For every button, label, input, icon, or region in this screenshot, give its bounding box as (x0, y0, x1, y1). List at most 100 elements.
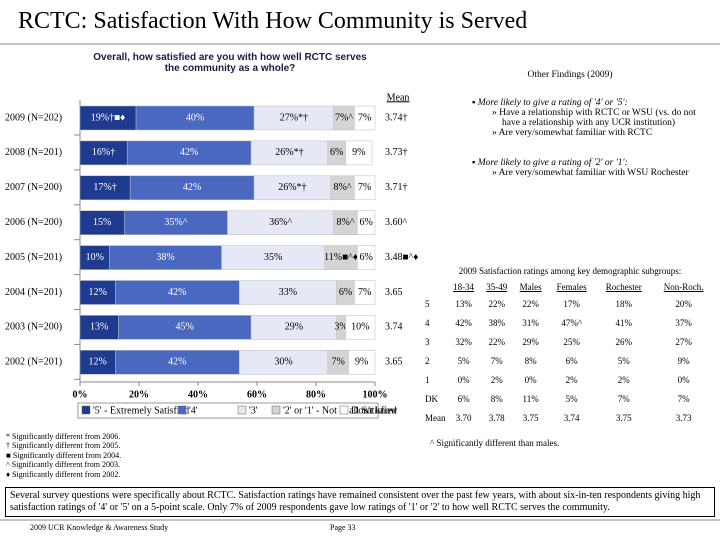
summary: Several survey questions were specifical… (5, 487, 715, 517)
bar-segment (79, 210, 125, 235)
table-cell: 0% (457, 374, 470, 385)
table-cell: 7% (490, 355, 503, 366)
chart-title: Overall, how satisfied are you with how … (93, 52, 367, 74)
value-label: 27%*† (280, 112, 308, 123)
finding: ▪ More likely to give a rating of '2' or… (472, 158, 628, 168)
row-label: 5 (425, 298, 430, 309)
table-cell: 32% (455, 336, 472, 347)
row-label: 2 (425, 355, 430, 366)
table-cell: 31% (522, 317, 539, 328)
table: 18-34 35-49 Males Females Rochester Non-Roch.… (425, 280, 715, 427)
category-label: 2003 (N=200) (5, 322, 62, 333)
bar-segment (357, 245, 376, 270)
table-cell: 13% (455, 298, 472, 309)
findings: Other Findings (2009) ▪ More likely to g… (430, 70, 710, 178)
value-label: 15% (93, 217, 111, 228)
value-label: 42% (180, 147, 198, 158)
bar-segment (126, 140, 252, 166)
column-header: Rochester (605, 282, 642, 292)
value-label: 7% (358, 112, 371, 123)
table-row: 1 0% 2% 0% 2% 2% 0% (425, 370, 715, 389)
mean-label: 3.60^ (385, 217, 408, 228)
mean-label: 3.65 (385, 287, 403, 298)
value-label: 42% (183, 182, 201, 193)
table-header: 18-34 35-49 Males Females Rochester Non-Roch. (425, 280, 715, 294)
mean-label: 3.74 (385, 322, 403, 333)
table-cell: 3.75 (522, 412, 539, 423)
value-label: 9% (352, 147, 365, 158)
table-cell: 22% (488, 298, 505, 309)
legend-swatch (237, 405, 247, 415)
column-header: Females (556, 282, 587, 292)
bar-segment (118, 315, 252, 340)
value-label: 10% (86, 252, 104, 263)
table-cell: 8% (524, 355, 537, 366)
corner (425, 280, 447, 294)
value-label: 17%† (93, 182, 116, 193)
finding-detail: » Are very/somewhat familiar with RCTC (492, 128, 653, 138)
table-cell: 2% (617, 374, 630, 385)
value-label: 35% (264, 252, 282, 263)
table-cell: 2% (565, 374, 578, 385)
x-tick-label: 80% (306, 389, 326, 400)
bar-segment (79, 280, 116, 305)
bar-segment (354, 280, 376, 305)
row-label: DK (425, 393, 438, 404)
footer-left: 2009 UCR Knowledge & Awareness Study (30, 523, 169, 532)
mean-label: 3.48■^♦ (385, 252, 418, 263)
x-tick-label: 100% (363, 389, 388, 400)
footnote: ^ Significantly different from 2003. (6, 460, 121, 470)
footnote: ■ Significantly different from 2004. (6, 450, 122, 460)
bar-segment (250, 140, 329, 166)
mean-label: 3.74† (385, 112, 408, 123)
mean-label: 3.65 (385, 357, 403, 368)
row-label: 3 (425, 336, 430, 347)
value-label: 30% (274, 357, 292, 368)
table-cell: 7% (617, 393, 630, 404)
bar-segment (253, 105, 334, 131)
bar-segment (324, 245, 358, 270)
column-header: 35-49 (486, 282, 508, 292)
table-row: 4 42% 38% 31% 47%^ 41% 37% (425, 313, 715, 332)
legend-label: '4' (189, 405, 198, 416)
value-label: 7% (358, 182, 371, 193)
table-cell: 25% (563, 336, 580, 347)
bar-segment (250, 315, 337, 340)
table-cell: 22% (522, 298, 539, 309)
value-label: 11%■^♦ (324, 252, 358, 263)
table-cell: 37% (675, 317, 692, 328)
table-row: 3 32% 22% 29% 25% 26% 27% (425, 332, 715, 351)
table-cell: 26% (615, 336, 633, 347)
value-label: 6% (339, 287, 352, 298)
value-label: 26%*† (275, 147, 303, 158)
table-cell: 17% (563, 298, 580, 309)
table-row: 5 13% 22% 22% 17% 18% 20% (425, 294, 715, 313)
bar-segment (79, 140, 128, 166)
bar-segment (221, 245, 326, 270)
bar-segment (227, 210, 334, 235)
column-header: Non-Roch. (663, 282, 704, 292)
findings-title: Other Findings (2009) (527, 70, 613, 80)
spacer (430, 138, 710, 152)
value-label: 9% (355, 357, 368, 368)
value-label: 33% (279, 287, 297, 298)
column-header: 18-34 (453, 282, 475, 292)
value-label: 38% (156, 252, 174, 263)
table-cell: 18% (615, 298, 633, 309)
table-cell: 3.78 (488, 412, 505, 423)
mean-title: Mean (387, 92, 410, 103)
finding-detail: » Are very/somewhat familiar with WSU Ro… (492, 168, 689, 178)
column-header: Males (519, 282, 542, 292)
bar-segment (348, 350, 376, 375)
value-label: 10% (351, 322, 369, 333)
table-cell: 0% (524, 374, 537, 385)
x-tick-label: 60% (247, 389, 267, 400)
value-label: 7% (358, 287, 371, 298)
table-note: ^ Significantly different than males. (430, 438, 560, 448)
table-cell: 9% (677, 355, 690, 366)
bar-segment (79, 245, 110, 270)
bar-segment (345, 140, 373, 166)
x-tick-label: 20% (129, 389, 149, 400)
table-cell: 3.73 (675, 412, 692, 423)
table-cell: 47%^ (561, 317, 583, 328)
